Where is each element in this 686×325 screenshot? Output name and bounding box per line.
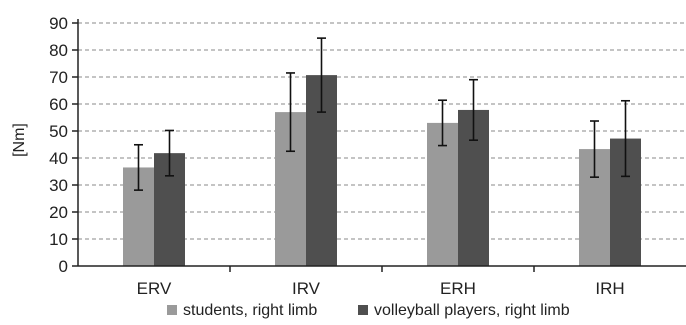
error-bars	[134, 37, 630, 191]
legend-label: students, right limb	[183, 302, 317, 319]
y-tick-label: 0	[59, 257, 68, 276]
y-tick-label: 20	[49, 203, 68, 222]
y-tick-label: 10	[49, 230, 68, 249]
x-tick-label: IRV	[292, 279, 321, 298]
bars	[123, 75, 641, 267]
y-axis-title: [Nm]	[11, 123, 28, 157]
y-tick-label: 70	[49, 68, 68, 87]
y-tick-label: 50	[49, 122, 68, 141]
x-tick-label: ERV	[137, 279, 172, 298]
axes	[72, 19, 686, 272]
legend-label: volleyball players, right limb	[374, 302, 570, 319]
y-tick-label: 90	[49, 14, 68, 33]
tick-labels: 0 10 20 30 40 50 60 70 80 90 ERV IRV ERH IRH	[49, 14, 625, 298]
legend-swatch	[358, 305, 368, 315]
y-tick-label: 30	[49, 176, 68, 195]
x-tick-label: ERH	[440, 279, 476, 298]
x-tick-label: IRH	[595, 279, 624, 298]
y-tick-label: 60	[49, 95, 68, 114]
legend-swatch	[167, 305, 177, 315]
legend: students, right limb volleyball players, …	[167, 302, 570, 319]
y-tick-label: 80	[49, 41, 68, 60]
y-tick-label: 40	[49, 149, 68, 168]
bar	[427, 122, 458, 267]
